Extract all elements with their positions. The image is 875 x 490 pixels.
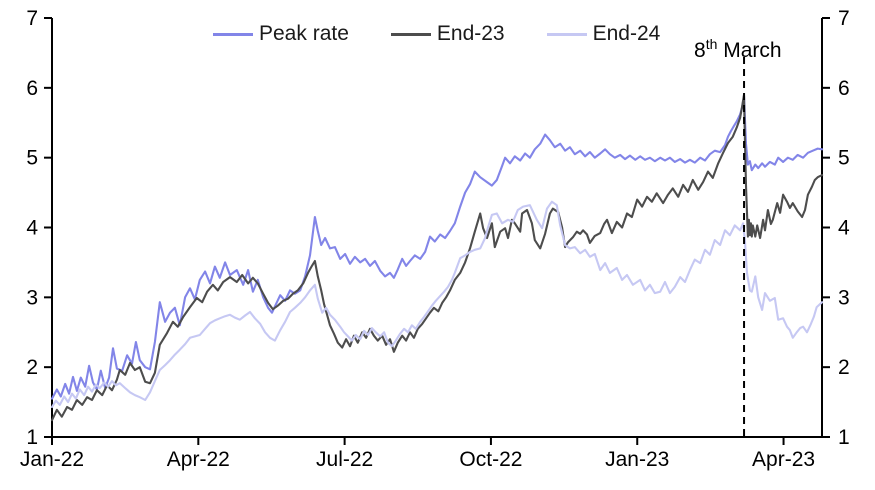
y-axis-label-right: 7: [838, 7, 850, 30]
x-axis-label: Jul-22: [316, 448, 373, 471]
series-end-24: [50, 200, 824, 409]
legend: Peak rate End-23 End-24: [213, 22, 660, 46]
axes: 1 1 2 2 3 3 4 4 5 5 6 6 7 7 Jan-22 Apr-22 Jul-22 Oct-22 Ja…: [20, 7, 850, 471]
end-24-line-swatch: [546, 32, 587, 36]
y-axis-label-right: 4: [838, 217, 850, 240]
y-axis-label-left: 6: [26, 77, 38, 100]
x-axis-label: Jan-23: [605, 448, 669, 471]
x-axis-label: Oct-22: [459, 448, 522, 471]
y-axis-label-right: 5: [838, 147, 850, 170]
y-axis-label-right: 2: [838, 356, 850, 379]
x-axis-label: Apr-22: [167, 448, 230, 471]
y-axis-label-left: 5: [26, 147, 38, 170]
y-axis-label-right: 3: [838, 286, 850, 309]
y-axis-label-right: 1: [838, 426, 850, 449]
y-axis-label-right: 6: [838, 77, 850, 100]
end-23-line-swatch: [390, 32, 431, 36]
series-peak-rate: [50, 95, 824, 400]
legend-label-end-24: End-24: [592, 22, 661, 45]
series-end-23: [50, 93, 824, 422]
y-axis-label-left: 7: [26, 7, 38, 30]
annotation-8th-march: 8th March: [694, 36, 782, 62]
x-axis-label: Apr-23: [752, 448, 815, 471]
y-axis-label-left: 3: [26, 286, 38, 309]
y-axis-label-left: 4: [26, 217, 38, 240]
legend-label-end-23: End-23: [436, 22, 505, 45]
x-axis-label: Jan-22: [20, 448, 84, 471]
series-lines: [50, 93, 824, 422]
peak-rate-line-swatch: [213, 32, 253, 36]
legend-item-peak-rate: Peak rate: [213, 22, 349, 46]
legend-item-end-23: End-23: [390, 22, 505, 46]
y-axis-label-left: 2: [26, 356, 38, 379]
y-axis-label-left: 1: [26, 426, 38, 449]
legend-label-peak-rate: Peak rate: [259, 22, 349, 45]
legend-item-end-24: End-24: [546, 22, 661, 46]
